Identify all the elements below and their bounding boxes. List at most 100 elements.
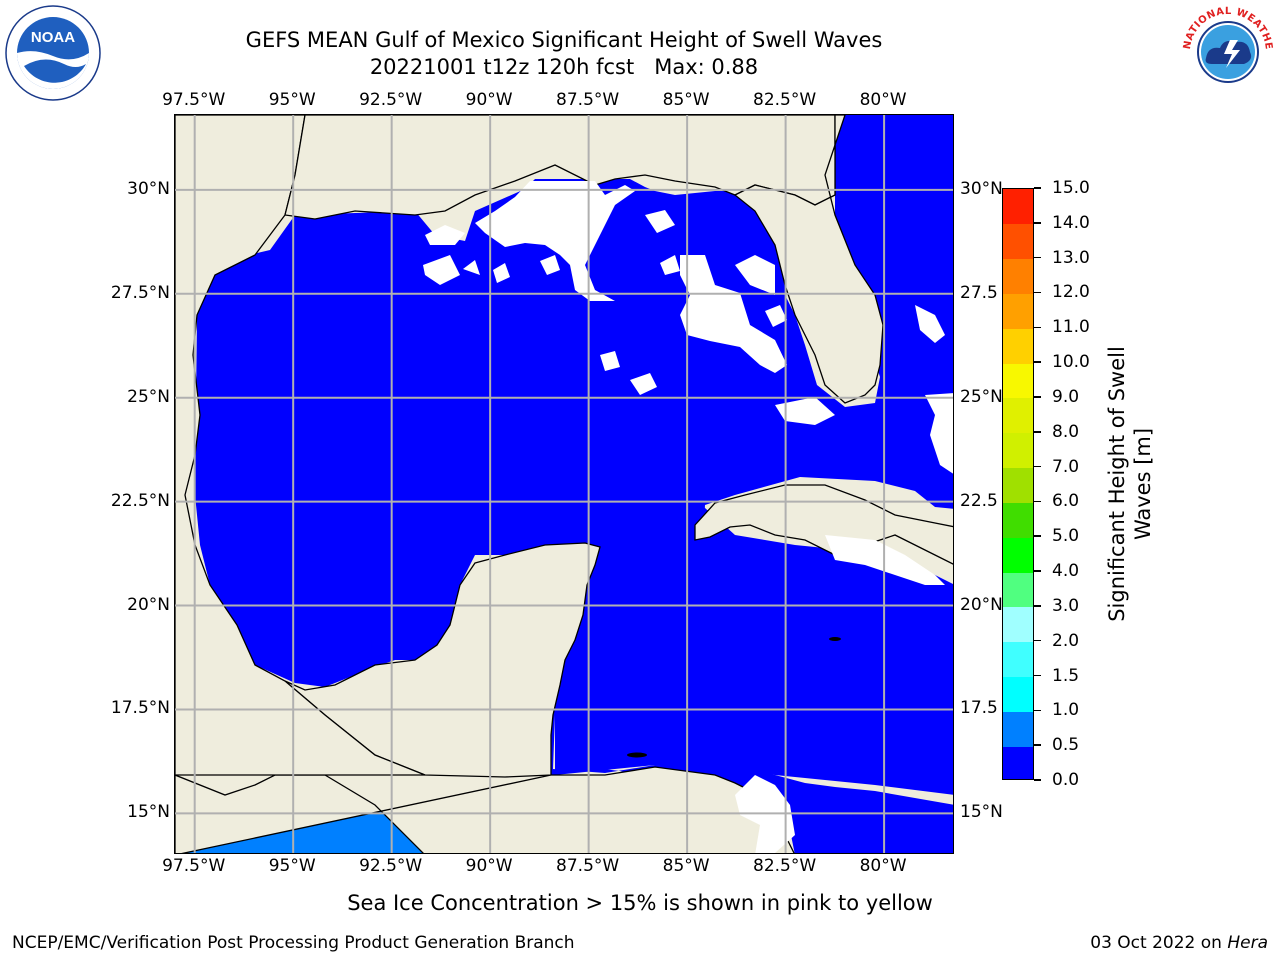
colorbar-segment (1003, 293, 1033, 329)
lon-label-top: 92.5°W (359, 90, 423, 110)
lat-label-left: 15°N (127, 802, 170, 823)
colorbar-tick (1034, 535, 1041, 537)
lon-label-bottom: 80°W (859, 856, 907, 876)
map-panel (174, 114, 954, 854)
map-gridlines (175, 115, 953, 853)
lat-label-left: 17.5°N (110, 698, 170, 719)
colorbar (1002, 188, 1034, 780)
map-canvas (175, 115, 953, 853)
lon-label-top: 97.5°W (162, 90, 226, 110)
lat-label-right: 27.5 (960, 282, 998, 303)
colorbar-tick-label: 14.0 (1052, 212, 1090, 233)
colorbar-tick-label: 13.0 (1052, 247, 1090, 268)
lat-label-right: 30°N (960, 178, 1003, 199)
lat-label-right: 17.5 (960, 698, 998, 719)
lat-label-right: 22.5 (960, 490, 998, 511)
nws-logo-icon: NATIONAL WEATHER SERVICE (1176, 0, 1276, 100)
colorbar-tick (1034, 465, 1041, 468)
lat-label-left: 30°N (127, 178, 170, 199)
colorbar-tick (1034, 709, 1041, 712)
colorbar-segment (1003, 467, 1033, 503)
no-data-patches (423, 181, 953, 853)
lat-label-left: 22.5°N (110, 490, 170, 511)
bay-islands (627, 752, 647, 758)
caribbean-ocean-field (555, 499, 953, 795)
colorbar-segment (1003, 641, 1033, 678)
colorbar-tick (1034, 779, 1041, 781)
footer-date: 03 Oct 2022 on Hera (1090, 933, 1268, 953)
lon-label-bottom: 95°W (268, 856, 316, 876)
colorbar-tick (1034, 431, 1041, 433)
cayman-islands (829, 637, 841, 641)
footer-credit: NCEP/EMC/Verification Post Processing Pr… (12, 933, 575, 953)
colorbar-tick (1034, 222, 1041, 224)
lon-label-bottom: 90°W (465, 856, 513, 876)
lon-label-bottom: 82.5°W (753, 856, 817, 876)
colorbar-segment (1003, 223, 1033, 260)
lat-label-right: 15°N (960, 802, 1003, 823)
florida-land (733, 115, 884, 404)
colorbar-tick (1034, 361, 1041, 363)
colorbar-tick (1034, 256, 1041, 259)
colorbar-tick-label: 7.0 (1052, 456, 1080, 477)
lat-label-left: 27.5°N (110, 282, 170, 303)
lon-label-top: 87.5°W (556, 90, 620, 110)
colorbar-segment (1003, 502, 1033, 538)
lat-label-right: 25°N (960, 386, 1003, 407)
lon-label-bottom: 87.5°W (556, 856, 620, 876)
footer-machine: Hera (1227, 933, 1268, 953)
noaa-logo-icon: NOAA (4, 4, 102, 102)
colorbar-tick-label: 4.0 (1052, 561, 1080, 582)
lon-label-top: 95°W (268, 90, 316, 110)
lon-label-top: 85°W (662, 90, 710, 110)
lat-label-left: 25°N (127, 386, 170, 407)
colorbar-tick (1034, 674, 1041, 677)
colorbar-segment (1003, 258, 1033, 294)
colorbar-tick (1034, 500, 1041, 503)
colorbar-tick-label: 2.0 (1052, 630, 1080, 651)
colorbar-segment (1003, 572, 1033, 608)
colorbar-tick-label: 15.0 (1052, 178, 1090, 198)
cuba-land (694, 484, 953, 565)
gulf-ocean-field (195, 115, 953, 853)
lon-label-top: 82.5°W (753, 90, 817, 110)
colorbar-segment (1003, 537, 1033, 573)
colorbar-tick (1034, 187, 1041, 189)
colorbar-tick-label: 1.5 (1052, 665, 1080, 686)
colorbar-tick-label: 3.0 (1052, 595, 1080, 616)
colorbar-tick (1034, 326, 1041, 329)
colorbar-tick (1034, 639, 1041, 642)
chart-title: GEFS MEAN Gulf of Mexico Significant Hei… (245, 28, 883, 52)
colorbar-segment (1003, 363, 1033, 399)
lon-label-top: 90°W (465, 90, 513, 110)
honduras-land (175, 766, 795, 853)
lat-label-left: 20°N (127, 594, 170, 615)
colorbar-tick-label: 12.0 (1052, 282, 1090, 303)
colorbar-label: Significant Height of Swell Waves [m] (1105, 346, 1155, 622)
lon-label-bottom: 85°W (662, 856, 710, 876)
colorbar-tick-label: 9.0 (1052, 386, 1080, 407)
colorbar-segment (1003, 711, 1033, 747)
colorbar-tick-label: 6.0 (1052, 491, 1080, 512)
colorbar-tick-label: 5.0 (1052, 526, 1080, 547)
sea-ice-note: Sea Ice Concentration > 15% is shown in … (347, 891, 933, 915)
colorbar-tick-label: 11.0 (1052, 317, 1090, 338)
colorbar-tick (1034, 744, 1041, 746)
colorbar-tick (1034, 570, 1041, 572)
colorbar-tick (1034, 291, 1041, 294)
colorbar-segment (1003, 397, 1033, 434)
colorbar-tick (1034, 396, 1041, 398)
lon-label-top: 80°W (859, 90, 907, 110)
colorbar-segment (1003, 606, 1033, 643)
colorbar-tick-label: 8.0 (1052, 421, 1080, 442)
colorbar-tick-label: 1.0 (1052, 700, 1080, 721)
lat-label-right: 20°N (960, 594, 1003, 615)
colorbar-segment (1003, 432, 1033, 469)
colorbar-tick-label: 0.5 (1052, 735, 1080, 756)
noaa-logo-text: NOAA (31, 29, 75, 46)
colorbar-segment (1003, 746, 1033, 779)
lon-label-bottom: 97.5°W (162, 856, 226, 876)
colorbar-tick (1034, 605, 1041, 607)
chart-subtitle: 20221001 t12z 120h fcst Max: 0.88 (369, 55, 759, 79)
lon-label-bottom: 92.5°W (359, 856, 423, 876)
